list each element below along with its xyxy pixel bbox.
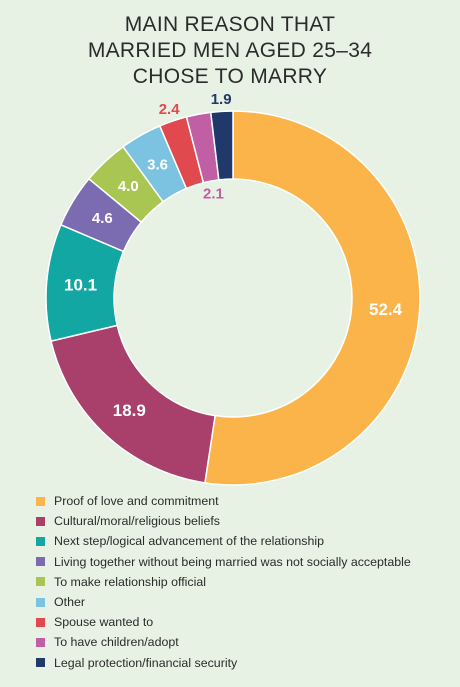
legend-item-living-together-without-being-married-was-not-socially-acceptable: Living together without being married wa… xyxy=(36,552,456,572)
legend-swatch xyxy=(36,536,45,546)
legend-label: Living together without being married wa… xyxy=(54,554,411,569)
chart-title-line-2: MARRIED MEN AGED 25–34 xyxy=(87,39,373,62)
legend-item-to-have-children-adopt: To have children/adopt xyxy=(36,632,456,652)
legend-label: Cultural/moral/religious beliefs xyxy=(54,514,220,529)
legend-item-next-step-logical-advancement-of-the-relationship: Next step/logical advancement of the rel… xyxy=(36,531,456,551)
legend-swatch xyxy=(36,557,45,567)
data-label-living-together-without-being-married-was-not-socially-acceptable: 4.6 xyxy=(92,210,113,227)
legend-swatch xyxy=(36,516,45,526)
donut-slice-proof-of-love-and-commitment xyxy=(204,110,421,486)
legend-label: Spouse wanted to xyxy=(54,615,154,630)
legend-item-spouse-wanted-to: Spouse wanted to xyxy=(36,612,456,632)
legend-swatch xyxy=(36,658,45,668)
legend-label: Legal protection/financial security xyxy=(54,655,238,670)
donut-slice-legal-protection-financial-security xyxy=(209,110,234,181)
legend-label: Other xyxy=(54,595,85,610)
legend-swatch xyxy=(36,617,45,627)
legend-swatch xyxy=(36,637,45,647)
legend-swatch xyxy=(36,577,45,587)
data-label-to-make-relationship-official: 4.0 xyxy=(118,178,139,195)
legend-item-cultural-moral-religious-beliefs: Cultural/moral/religious beliefs xyxy=(36,511,456,531)
legend-swatch xyxy=(36,597,45,607)
data-label-legal-protection-financial-security: 1.9 xyxy=(211,91,232,108)
data-label-to-have-children-adopt: 2.1 xyxy=(203,185,224,202)
legend-label: To have children/adopt xyxy=(54,635,179,650)
legend-item-proof-of-love-and-commitment: Proof of love and commitment xyxy=(36,491,456,511)
legend-label: To make relationship official xyxy=(54,574,206,589)
legend-item-to-make-relationship-official: To make relationship official xyxy=(36,572,456,592)
legend-label: Next step/logical advancement of the rel… xyxy=(54,534,324,549)
legend-swatch xyxy=(36,496,45,506)
chart-title-line-3: CHOSE TO MARRY xyxy=(132,65,328,88)
data-label-next-step-logical-advancement-of-the-relationship: 10.1 xyxy=(64,276,97,295)
chart-title-line-1: MAIN REASON THAT xyxy=(124,13,336,36)
legend-item-legal-protection-financial-security: Legal protection/financial security xyxy=(36,653,456,673)
data-label-other: 3.6 xyxy=(147,156,168,173)
legend-item-other: Other xyxy=(36,592,456,612)
data-label-proof-of-love-and-commitment: 52.4 xyxy=(369,300,403,319)
data-label-spouse-wanted-to: 2.4 xyxy=(159,101,181,118)
donut-chart: 52.4 18.9 10.1 4.6 4.0 3.6 2.4 2.1 1.9 xyxy=(45,91,421,486)
chart-title: MAIN REASON THAT MARRIED MEN AGED 25–34 … xyxy=(0,12,460,90)
legend-label: Proof of love and commitment xyxy=(54,494,219,509)
data-label-cultural-moral-religious-beliefs: 18.9 xyxy=(113,401,146,420)
chart-legend: Proof of love and commitment Cultural/mor… xyxy=(36,491,456,673)
